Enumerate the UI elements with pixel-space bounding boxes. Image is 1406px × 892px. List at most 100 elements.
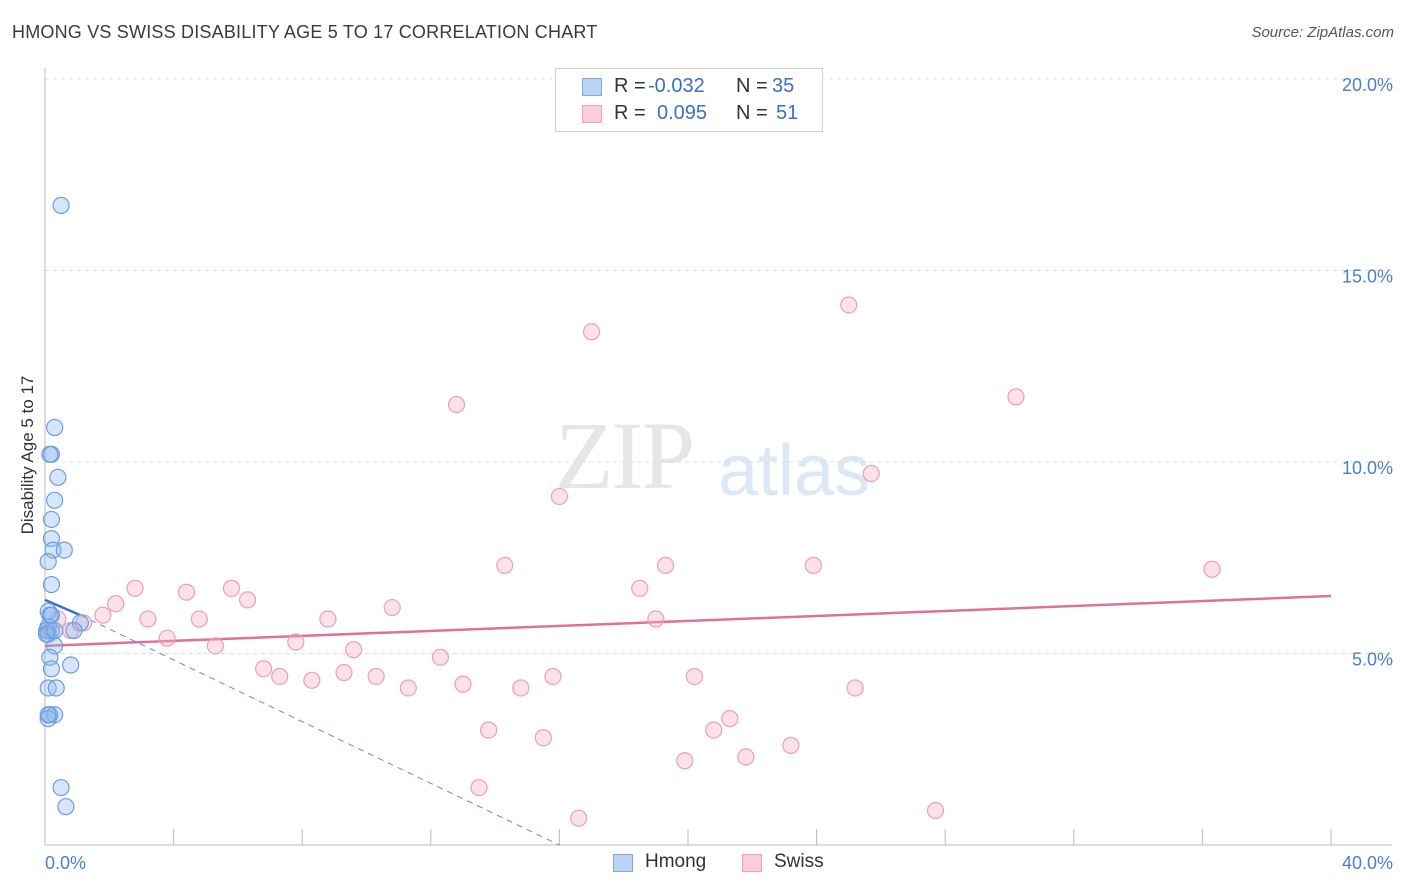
swiss-point: [158, 629, 176, 647]
hmong-point: [42, 510, 61, 529]
x-tick-label-max: 40.0%: [1342, 853, 1393, 873]
stats-box: R = -0.032 N = 35 R = 0.095 N = 51: [555, 68, 823, 132]
hmong-n-label: N =: [736, 75, 768, 97]
swiss-r-value: 0.095: [657, 102, 708, 124]
hmong-r-value: -0.032: [648, 75, 705, 97]
swiss-point: [647, 610, 665, 628]
gridlines: [45, 78, 1392, 654]
hmong-point: [41, 445, 59, 463]
swiss-point: [222, 579, 241, 597]
legend-hmong-label: Hmong: [645, 851, 707, 872]
swiss-trend-line: [44, 594, 1332, 648]
swiss-point: [676, 752, 694, 770]
hmong-trend-line: [44, 598, 81, 617]
swiss-point: [399, 679, 417, 697]
hmong-point: [47, 679, 65, 697]
swiss-point: [496, 556, 514, 575]
source-label: Source: ZipAtlas.com: [1251, 24, 1394, 41]
hmong-point: [49, 468, 67, 486]
swiss-point: [631, 579, 649, 597]
swiss-point: [107, 595, 125, 613]
axes: [44, 68, 1392, 846]
swiss-point: [804, 556, 822, 575]
hmong-point: [65, 621, 83, 640]
hmong-point: [55, 541, 73, 559]
swiss-point: [177, 583, 196, 601]
swiss-point: [926, 801, 945, 820]
swiss-point: [862, 464, 880, 483]
swiss-point: [238, 591, 257, 609]
swiss-point: [782, 736, 800, 755]
swiss-point: [271, 667, 289, 686]
swiss-point: [303, 671, 321, 689]
swiss-point: [335, 664, 353, 682]
swiss-point: [190, 610, 208, 628]
swiss-n-value: 51: [776, 102, 799, 124]
swiss-point: [287, 633, 305, 651]
swiss-point: [656, 556, 675, 575]
swiss-point: [480, 721, 498, 739]
swiss-point: [383, 598, 401, 617]
y-tick-label: 15.0%: [1342, 267, 1393, 287]
hmong-point: [42, 606, 61, 624]
hmong-swatch: [582, 78, 602, 96]
swiss-point: [534, 729, 552, 747]
y-tick-label: 20.0%: [1342, 75, 1393, 95]
swiss-point: [544, 667, 562, 686]
swiss-point: [206, 637, 224, 655]
chart-title: HMONG VS SWISS DISABILITY AGE 5 TO 17 CO…: [12, 22, 598, 42]
hmong-point: [42, 575, 61, 594]
hmong-point: [39, 552, 57, 571]
swiss-point: [705, 721, 723, 739]
hmong-point: [62, 656, 80, 674]
swiss-point: [139, 610, 157, 628]
swiss-point: [582, 323, 601, 341]
swiss-point: [685, 667, 704, 686]
swiss-point: [846, 679, 864, 697]
swiss-swatch: [582, 105, 602, 123]
legend-swiss-swatch: [742, 854, 762, 872]
hmong-trend-extension: [80, 614, 560, 846]
swiss-point: [345, 641, 363, 659]
swiss-point: [570, 809, 588, 827]
hmong-point: [38, 625, 56, 643]
swiss-point: [431, 648, 450, 666]
y-tick-label: 10.0%: [1342, 458, 1393, 478]
hmong-n-value: 35: [772, 75, 795, 97]
legend-hmong-swatch: [613, 854, 633, 872]
hmong-point: [52, 196, 70, 214]
swiss-point: [367, 667, 385, 686]
x-tick-label-min: 0.0%: [45, 853, 86, 873]
hmong-point: [39, 706, 57, 724]
swiss-point: [512, 679, 530, 697]
swiss-r-label: R =: [614, 102, 646, 124]
data-points: [38, 196, 1221, 827]
hmong-point: [46, 491, 64, 509]
swiss-point: [470, 778, 488, 797]
swiss-point: [454, 675, 472, 693]
swiss-point: [319, 610, 337, 628]
hmong-point: [46, 621, 64, 640]
trend-lines: [44, 594, 1332, 846]
hmong-point: [57, 798, 75, 816]
watermark-atlas: atlas: [718, 431, 871, 511]
swiss-point: [447, 395, 466, 414]
hmong-point: [42, 660, 61, 678]
y-tick-label: 5.0%: [1352, 650, 1393, 670]
swiss-point: [255, 660, 273, 678]
tick-labels: 5.0% 10.0% 15.0% 20.0% 0.0% 40.0%: [45, 75, 1393, 873]
swiss-n-label: N =: [736, 102, 768, 124]
hmong-r-label: R =: [614, 75, 646, 97]
swiss-point: [840, 296, 858, 314]
hmong-point: [46, 418, 64, 437]
swiss-point: [1203, 560, 1221, 578]
swiss-point: [550, 487, 569, 506]
swiss-point: [737, 748, 755, 766]
swiss-point: [721, 710, 739, 728]
watermark-zip: ZIP: [555, 402, 695, 509]
legend-swiss-label: Swiss: [774, 851, 824, 872]
hmong-point: [39, 710, 57, 728]
swiss-point: [126, 579, 144, 597]
hmong-point: [52, 778, 70, 797]
